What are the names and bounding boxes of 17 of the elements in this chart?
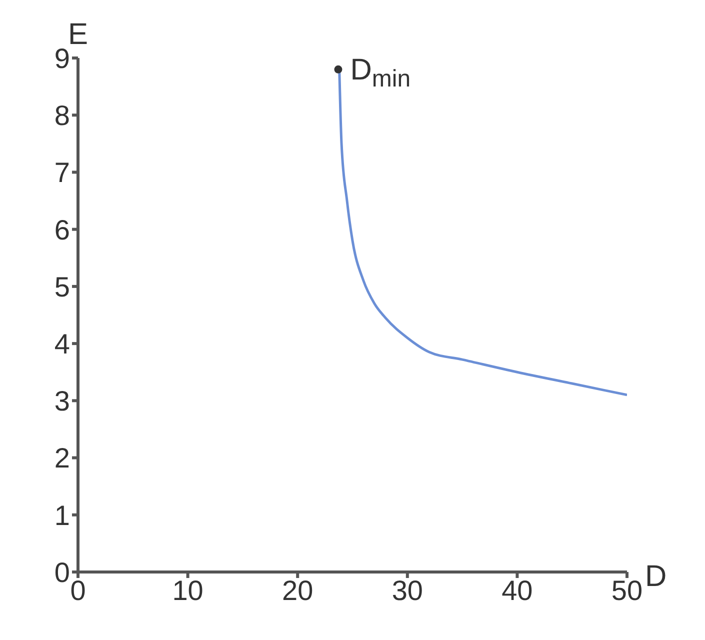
y-tick-label: 7 (54, 157, 70, 188)
y-tick-label: 2 (54, 442, 70, 474)
x-tick-label: 10 (172, 574, 204, 606)
x-tick-label: 20 (282, 574, 314, 606)
y-axis-title: E (68, 18, 88, 51)
y-tick-label: 6 (54, 214, 70, 246)
x-tick-label: 40 (502, 574, 533, 606)
y-tick-label: 5 (54, 271, 70, 302)
x-tick-label: 50 (611, 574, 643, 606)
y-tick-label: 3 (54, 386, 70, 417)
x-tick-label: 30 (392, 574, 423, 606)
annotation: D$_{min}$ (350, 53, 411, 93)
y-tick-label: 9 (54, 42, 70, 74)
y-tick-label: 4 (54, 328, 70, 360)
x-axis-title: D (645, 560, 667, 593)
y-tick-label: 8 (54, 100, 70, 132)
y-tick-label: 1 (54, 500, 70, 531)
